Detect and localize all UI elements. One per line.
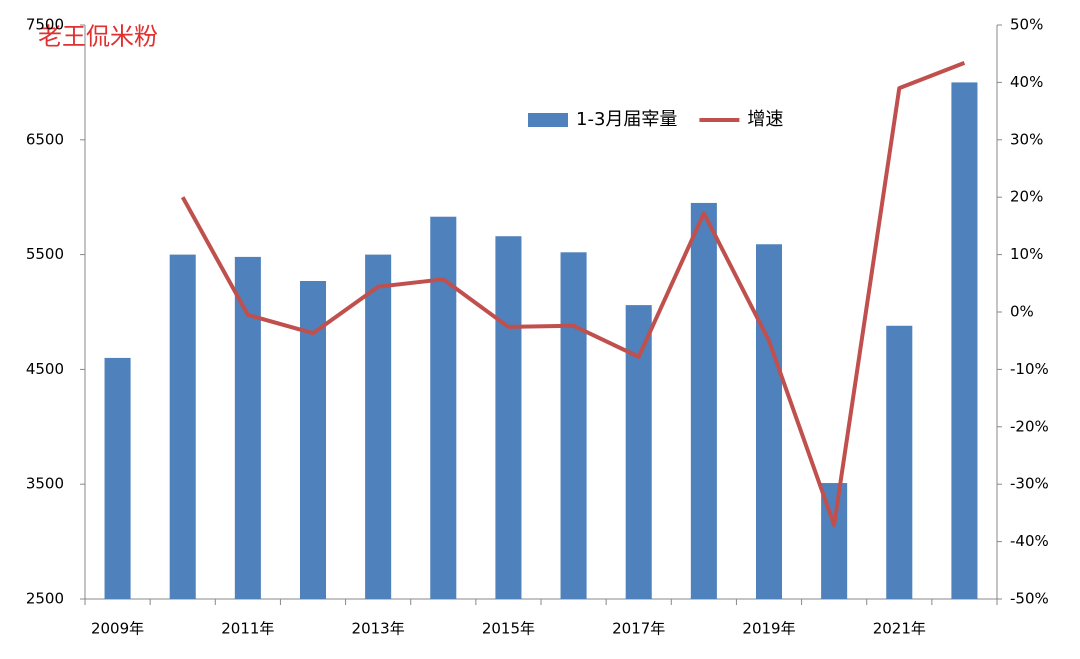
x-tick-label: 2017年 bbox=[612, 620, 665, 638]
bar bbox=[951, 82, 978, 599]
bar bbox=[430, 216, 457, 599]
bar bbox=[690, 202, 717, 599]
bar bbox=[234, 256, 261, 599]
y2-tick-label: 20% bbox=[1010, 188, 1043, 206]
legend-swatch bbox=[528, 113, 568, 127]
y2-tick-label: 50% bbox=[1010, 16, 1043, 34]
line bbox=[180, 61, 966, 527]
y-tick-label: 3500 bbox=[26, 475, 64, 493]
x-tick-label: 2009年 bbox=[91, 620, 144, 638]
y-tick-label: 5500 bbox=[26, 245, 64, 263]
y2-tick-label: -20% bbox=[1010, 417, 1049, 435]
bar bbox=[625, 305, 652, 599]
x-tick-label: 2019年 bbox=[742, 620, 795, 638]
x-tick-label: 2015年 bbox=[482, 620, 535, 638]
watermark: 老王侃米粉 bbox=[38, 23, 158, 51]
bar bbox=[755, 244, 783, 599]
y2-tick-label: -40% bbox=[1010, 532, 1049, 550]
bar bbox=[886, 325, 913, 599]
bar bbox=[365, 254, 392, 599]
y-tick-label: 4500 bbox=[26, 360, 64, 378]
x-tick-label: 2013年 bbox=[352, 620, 405, 638]
y2-tick-label: -30% bbox=[1010, 475, 1049, 493]
y2-tick-label: -10% bbox=[1010, 360, 1049, 378]
bar bbox=[169, 254, 196, 599]
x-tick-label: 2021年 bbox=[873, 620, 926, 638]
bar bbox=[104, 357, 131, 599]
y2-tick-label: 0% bbox=[1010, 303, 1034, 321]
x-tick-label: 2011年 bbox=[221, 620, 274, 638]
bar bbox=[560, 252, 587, 599]
y2-tick-label: 40% bbox=[1010, 73, 1043, 91]
legend-label: 增速 bbox=[747, 109, 783, 130]
y-tick-label: 7500 bbox=[26, 16, 64, 34]
bar bbox=[495, 236, 522, 599]
legend-label: 1-3月届宰量 bbox=[576, 109, 677, 130]
y2-tick-label: 10% bbox=[1010, 245, 1043, 263]
y2-tick-label: 30% bbox=[1010, 130, 1043, 148]
y2-tick-label: -50% bbox=[1010, 590, 1049, 608]
y-tick-label: 2500 bbox=[26, 590, 64, 608]
y-tick-label: 6500 bbox=[26, 130, 64, 148]
